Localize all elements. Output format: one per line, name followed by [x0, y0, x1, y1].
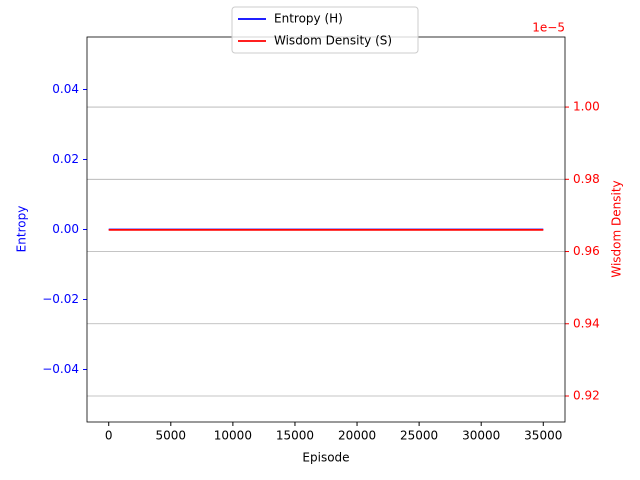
y2-tick-label: 0.98 [573, 172, 600, 186]
y2-offset-label: 1e−5 [532, 21, 565, 35]
x-tick-label: 25000 [400, 429, 438, 443]
x-axis-label: Episode [302, 451, 349, 465]
y2-tick-label: 0.96 [573, 244, 600, 258]
y-axis-label: Entropy [15, 206, 29, 253]
y2-tick-label: 0.94 [573, 316, 600, 330]
x-tick-label: 35000 [524, 429, 562, 443]
x-tick-label: 20000 [338, 429, 376, 443]
y-tick-label: 0.04 [52, 82, 79, 96]
y-tick-label: 0.00 [52, 222, 79, 236]
y2-axis-label: Wisdom Density [610, 180, 624, 277]
y2-tick-label: 1.00 [573, 100, 600, 114]
legend-label: Wisdom Density (S) [274, 34, 392, 48]
x-tick-label: 0 [105, 429, 113, 443]
x-tick-label: 10000 [214, 429, 252, 443]
y-tick-label: 0.02 [52, 152, 79, 166]
x-tick-label: 15000 [276, 429, 314, 443]
legend-label: Entropy (H) [274, 12, 343, 26]
y-tick-label: −0.04 [42, 362, 79, 376]
x-tick-label: 5000 [156, 429, 187, 443]
x-tick-label: 30000 [462, 429, 500, 443]
y-tick-label: −0.02 [42, 292, 79, 306]
y2-tick-label: 0.92 [573, 388, 600, 402]
legend-box [231, 6, 419, 54]
